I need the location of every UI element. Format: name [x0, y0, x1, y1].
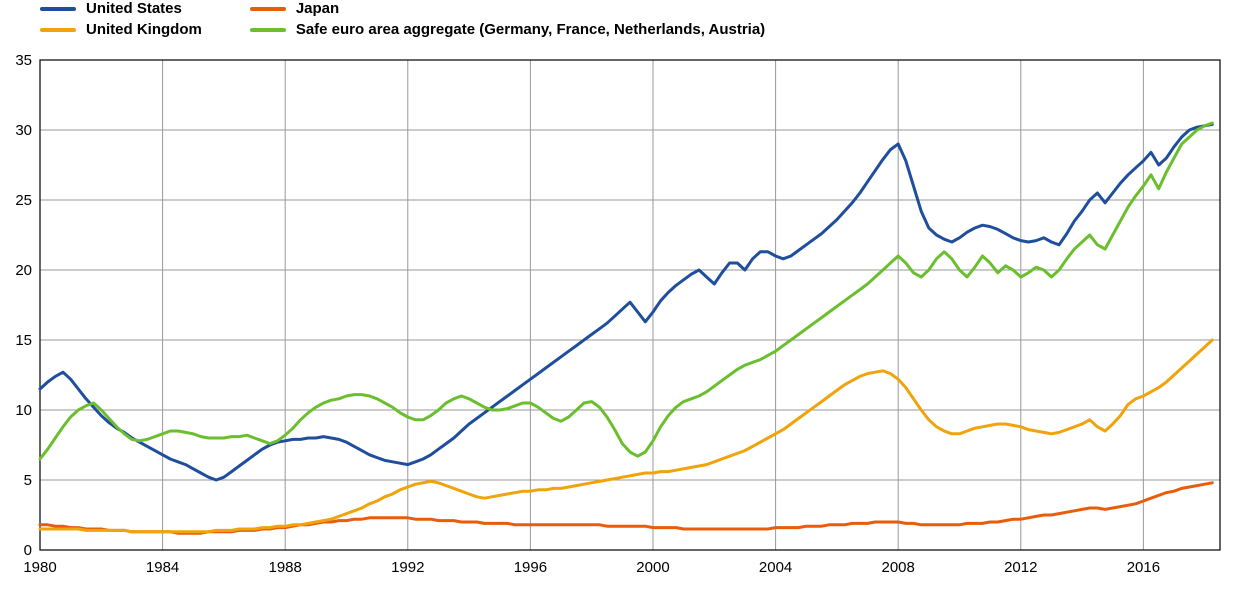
legend-swatch	[250, 28, 286, 32]
legend-label: Japan	[296, 0, 339, 17]
x-tick-label: 2008	[881, 559, 914, 576]
x-tick-label: 1988	[269, 559, 302, 576]
series-line	[40, 123, 1212, 459]
legend-swatch	[250, 7, 286, 11]
y-tick-label: 30	[15, 122, 32, 139]
y-tick-label: 25	[15, 192, 32, 209]
x-tick-label: 1984	[146, 559, 179, 576]
y-tick-label: 15	[15, 332, 32, 349]
legend-label: United States	[86, 0, 182, 17]
x-tick-label: 2012	[1004, 559, 1037, 576]
x-tick-label: 1996	[514, 559, 547, 576]
legend-item: United States	[40, 0, 202, 17]
y-tick-label: 20	[15, 262, 32, 279]
y-tick-label: 10	[15, 402, 32, 419]
x-tick-label: 1980	[23, 559, 56, 576]
legend-swatch	[40, 28, 76, 32]
x-tick-label: 2000	[636, 559, 669, 576]
legend-label: United Kingdom	[86, 21, 202, 38]
legend-swatch	[40, 7, 76, 11]
series-line	[40, 483, 1212, 533]
chart-svg: 0 5 10 15 20 25 30 35 1980 1984 1988 1992 1996 2000 20…	[0, 0, 1240, 590]
line-chart: United States Japan United Kingdom Safe eur…	[0, 0, 1240, 590]
chart-legend: United States Japan United Kingdom Safe eur…	[40, 0, 765, 38]
legend-item: Japan	[250, 0, 765, 17]
x-tick-label: 2016	[1127, 559, 1160, 576]
y-tick-label: 5	[24, 472, 32, 489]
y-tick-label: 35	[15, 52, 32, 69]
series-line	[40, 124, 1212, 480]
legend-item: Safe euro area aggregate (Germany, Franc…	[250, 21, 765, 38]
y-tick-label: 0	[24, 542, 32, 559]
x-tick-label: 1992	[391, 559, 424, 576]
legend-item: United Kingdom	[40, 21, 202, 38]
legend-label: Safe euro area aggregate (Germany, Franc…	[296, 21, 765, 38]
x-tick-label: 2004	[759, 559, 792, 576]
series-line	[40, 340, 1212, 532]
